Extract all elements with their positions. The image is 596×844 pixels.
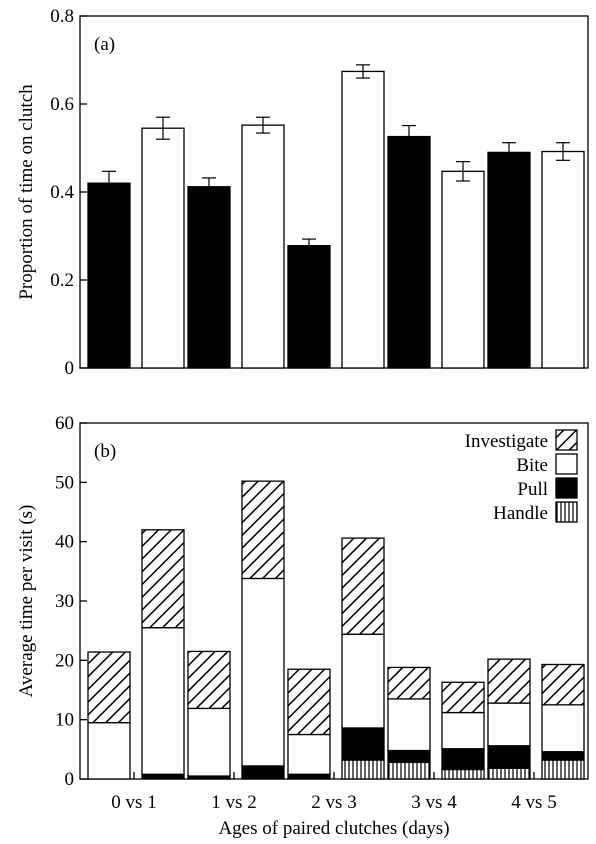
panel-a-bar <box>141 127 185 369</box>
panel-b-bar-segment-bite <box>241 577 285 767</box>
panel-b-bar-segment-bite <box>487 702 531 747</box>
panel-a-y-axis: 0 0.2 0.4 0.6 0.8 <box>50 6 87 379</box>
panel-b-bar-segment-handle <box>541 759 585 780</box>
panel-b-y-tick-label: 40 <box>55 532 74 553</box>
legend-label: Handle <box>493 503 548 524</box>
panel-b-bar-segment-pull <box>387 749 431 764</box>
legend-label: Bite <box>516 455 548 476</box>
legend-label: Investigate <box>465 431 548 452</box>
panel-a-bar <box>341 70 385 369</box>
panel-b-y-axis-label: Average time per visit (s) <box>16 505 37 698</box>
panel-b-bar-segment-investigate <box>87 651 131 724</box>
panel-b-bar-segment-bite <box>387 698 431 752</box>
panel-a-bar <box>241 124 285 369</box>
panel-b-y-tick-label: 60 <box>55 413 74 434</box>
panel-b: (b) Average time per visit (s) Ages of p… <box>16 413 589 839</box>
panel-b-bar-segment-investigate <box>441 681 485 714</box>
panel-b-bar-segment-pull <box>341 727 385 761</box>
panel-b-x-tick-label: 0 vs 1 <box>111 792 156 813</box>
legend-swatch <box>555 453 578 475</box>
legend-swatch <box>555 429 578 451</box>
panel-b-bar-segment-bite <box>141 627 185 775</box>
panel-b-bar-segment-pull <box>241 765 285 780</box>
panel-b-bar-segment-investigate <box>541 663 585 706</box>
panel-b-y-tick-label: 0 <box>65 769 75 790</box>
legend-swatch <box>555 477 578 499</box>
panel-a-y-tick-label: 0.2 <box>50 270 74 291</box>
panel-b-bar-segment-pull <box>487 745 531 769</box>
panel-b-x-axis: 0 vs 1 1 vs 2 2 vs 3 3 vs 4 4 vs 5 <box>111 772 557 813</box>
panel-b-bar-segment-handle <box>441 768 485 780</box>
panel-a-y-tick-label: 0.8 <box>50 6 74 27</box>
panel-a-y-tick-label: 0.4 <box>50 182 74 203</box>
panel-b-x-tick-label: 4 vs 5 <box>511 792 556 813</box>
panel-b-x-tick-label: 3 vs 4 <box>411 792 457 813</box>
panel-b-bar-segment-investigate <box>387 666 431 700</box>
panel-b-legend: Investigate Bite Pull Handle <box>465 429 578 524</box>
panel-a-label: (a) <box>94 34 115 55</box>
panel-b-bar-segment-handle <box>487 767 531 780</box>
panel-b-y-tick-label: 10 <box>55 710 74 731</box>
panel-a-bar <box>187 186 231 369</box>
panel-b-y-tick-label: 50 <box>55 472 74 493</box>
panel-a-bar <box>487 151 531 369</box>
panel-a-y-tick-label: 0 <box>65 358 75 379</box>
panel-b-bar-segment-pull <box>441 748 485 771</box>
panel-b-x-tick-label: 2 vs 3 <box>311 792 356 813</box>
panel-b-y-axis: 0 10 20 30 40 50 60 <box>55 413 87 790</box>
panel-b-bar-segment-pull <box>541 751 585 761</box>
panel-b-bars <box>87 480 585 780</box>
panel-b-bar-segment-bite <box>287 733 331 775</box>
panel-b-bar-segment-investigate <box>487 658 531 704</box>
panel-b-bar-segment-pull <box>141 773 185 780</box>
panel-b-bar-segment-pull <box>287 773 331 780</box>
panel-a-bar <box>287 245 331 369</box>
panel-b-bar-segment-investigate <box>141 529 185 629</box>
panel-a-y-axis-label: Proportion of time on clutch <box>16 84 37 300</box>
panel-b-bar-segment-bite <box>541 704 585 753</box>
panel-b-x-tick-label: 1 vs 2 <box>211 792 256 813</box>
panel-b-label: (b) <box>94 441 116 462</box>
legend-swatch <box>555 501 578 523</box>
panel-b-bar-segment-handle <box>341 759 385 780</box>
panel-b-bar-segment-bite <box>87 721 131 780</box>
panel-b-bar-segment-bite <box>341 633 385 729</box>
panel-b-bar-segment-investigate <box>241 480 285 580</box>
panel-a-bars <box>87 64 585 369</box>
panel-a-bar <box>441 170 485 369</box>
panel-a-bar <box>87 182 131 369</box>
panel-a-bar <box>387 135 431 369</box>
panel-b-bar-segment-investigate <box>341 537 385 635</box>
panel-a-y-tick-label: 0.6 <box>50 94 74 115</box>
panel-a: (a) Proportion of time on clutch 0 0.2 0.4… <box>16 6 589 379</box>
panel-b-bar-segment-bite <box>187 707 231 777</box>
panel-b-y-tick-label: 20 <box>55 650 74 671</box>
legend-label: Pull <box>517 479 548 500</box>
panel-b-bar-segment-investigate <box>287 668 331 736</box>
panel-b-bar-segment-handle <box>387 761 431 780</box>
panel-b-y-tick-label: 30 <box>55 591 74 612</box>
panel-a-bar <box>541 150 585 369</box>
panel-b-bar-segment-investigate <box>187 650 231 710</box>
panel-b-bar-segment-bite <box>441 711 485 750</box>
panel-b-x-axis-label: Ages of paired clutches (days) <box>218 818 449 839</box>
